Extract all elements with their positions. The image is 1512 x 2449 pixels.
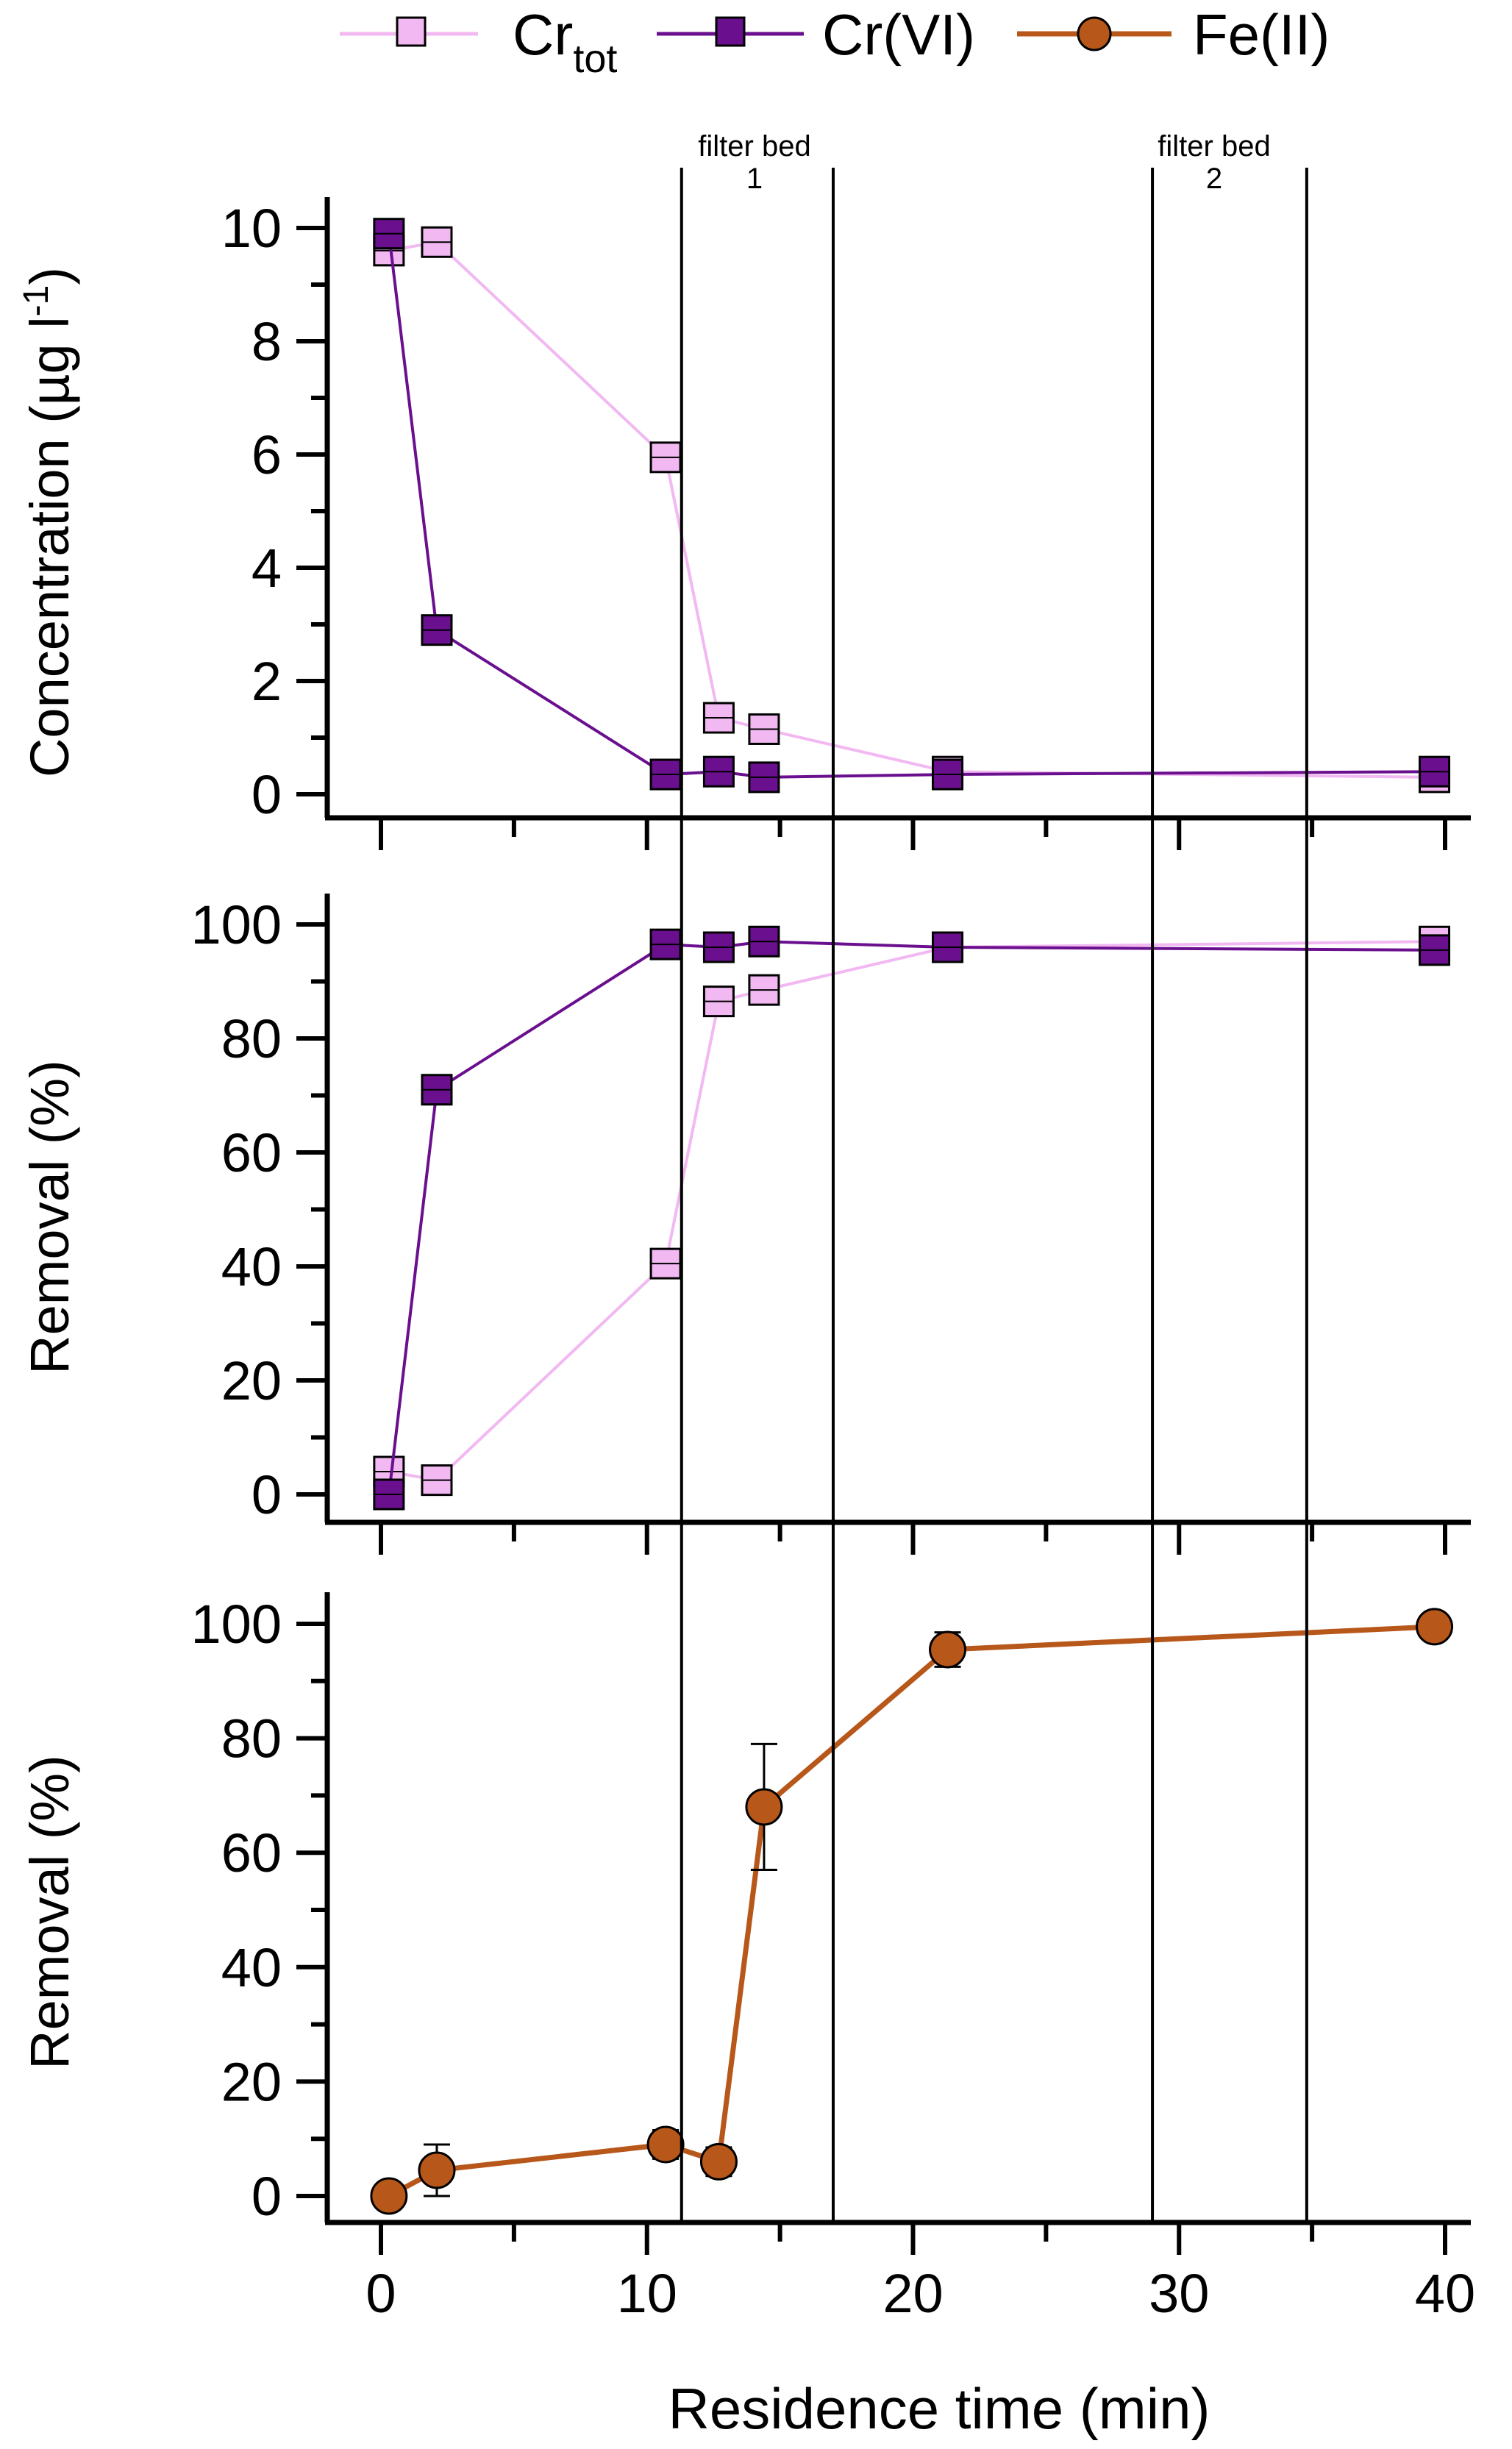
data-point [646,2125,685,2164]
panel-2: 0 20 40 60 80 100 [191,894,1471,1555]
y-tick-label: 40 [221,1937,282,1998]
panel-1: 0 2 4 6 8 10 [221,197,1471,850]
series-line-crtot [388,240,1435,779]
panel-2-ylabel: Removal (%) [19,1060,80,1375]
y-tick-label: 10 [221,198,282,259]
y-tick-label: 40 [221,1236,282,1297]
legend-crtot-marker [396,16,427,47]
series-line-feii [388,1624,1435,2199]
y-tick-label: 80 [221,1708,282,1769]
x-tick-label: 40 [1415,2263,1475,2324]
panel-3: 0 20 40 60 80 100 0 10 20 30 40 [191,1592,1475,2324]
panel-1-ylabel: Concentration (µg l-1) [17,267,80,777]
y-tick-label: 20 [221,2051,282,2112]
filter-bed-2-number: 2 [1206,163,1222,195]
x-tick-label: 20 [882,2263,943,2324]
legend: Crtot Cr(VI) Fe(II) [340,2,1330,81]
y-tick-label: 0 [252,764,282,825]
y-tick-label: 80 [221,1008,282,1069]
legend-crtot-label: Crtot [513,2,617,81]
series-line-crvi [387,233,1435,779]
y-tick-label: 4 [252,538,282,599]
y-tick-label: 100 [191,894,282,955]
filter-bed-1-label: filter bed [698,130,810,163]
data-point [370,2177,408,2215]
data-point [418,2151,456,2189]
y-tick-label: 60 [221,1122,282,1183]
panel-3-ylabel: Removal (%) [19,1755,80,2070]
filter-bed-2-label: filter bed [1158,130,1270,163]
data-point [745,1788,783,1826]
y-tick-label: 2 [252,651,282,712]
legend-fe-marker [1077,16,1112,51]
x-tick-label: 30 [1149,2263,1209,2324]
data-point [699,2142,738,2181]
y-tick-label: 8 [252,311,282,372]
series-line-crvi [387,940,1435,1495]
y-tick-label: 0 [252,1464,282,1525]
filter-bed-1-number: 1 [746,163,763,195]
legend-crvi-marker [715,16,746,47]
y-tick-label: 20 [221,1350,282,1411]
legend-fe-label: Fe(II) [1193,2,1330,67]
y-tick-label: 100 [191,1594,282,1655]
legend-crvi-label: Cr(VI) [822,2,975,67]
series-line-crtot [388,940,1435,1482]
y-tick-label: 6 [252,424,282,485]
data-point [1416,1608,1454,1646]
data-point [929,1630,967,1669]
x-tick-label: 10 [617,2263,677,2324]
y-tick-label: 60 [221,1822,282,1883]
y-tick-label: 0 [252,2166,282,2227]
x-tick-label: 0 [365,2263,396,2324]
x-axis-title: Residence time (min) [668,2376,1210,2441]
